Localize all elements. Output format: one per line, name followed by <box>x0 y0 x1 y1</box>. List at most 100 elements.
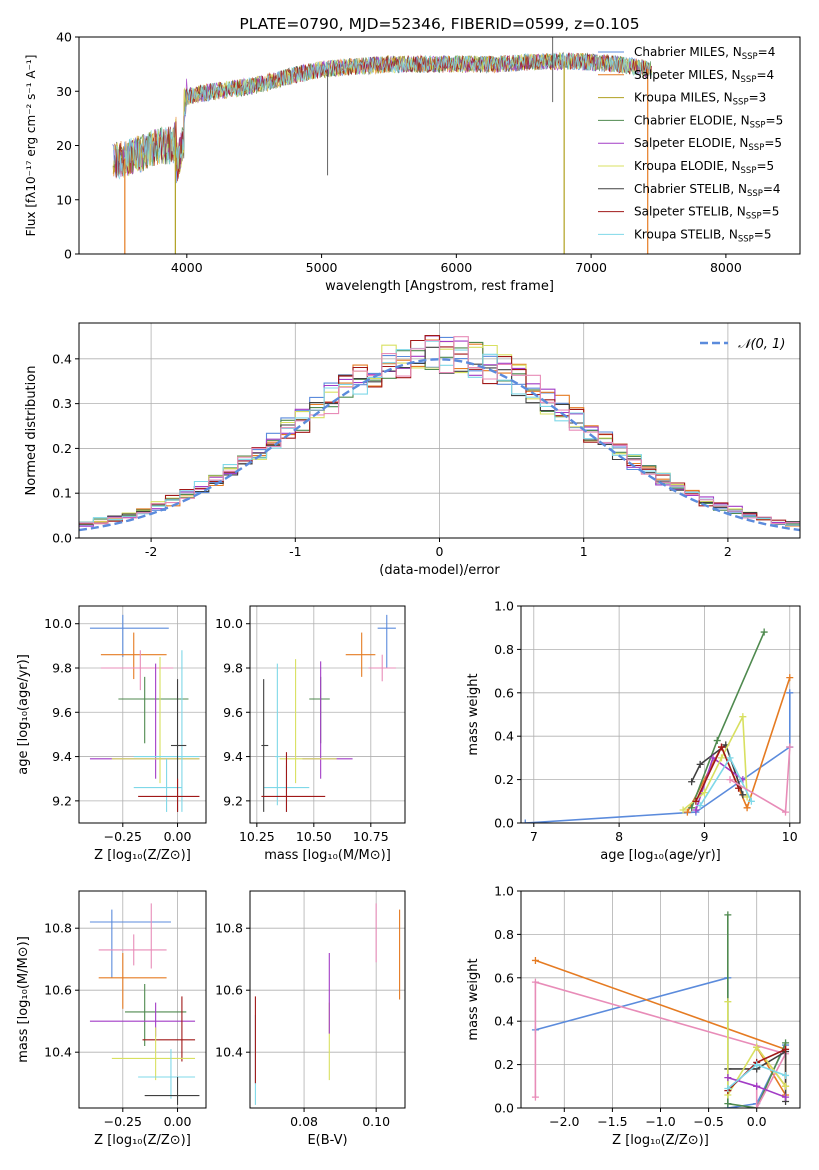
y-tick-label: 10.6 <box>44 983 72 998</box>
legend-entry: 𝒩(0, 1) <box>738 337 785 352</box>
panel-7: 0.08 0.10 10.4 10.6 10.8 E(B-V) <box>215 890 406 1148</box>
error-point <box>302 661 353 779</box>
y-tick-label: 0.1 <box>52 486 72 501</box>
panel-5: 7 8 9 10 0.0 0.2 0.4 0.6 0.8 1.0 age [log₁₀(age/yr… <box>466 599 801 863</box>
chart-title: PLATE=0790, MJD=52346, FIBERID=0599, z=0… <box>239 15 639 33</box>
y-tick-label: 0.0 <box>52 531 72 546</box>
weight-line <box>686 677 791 813</box>
plot-area <box>112 37 653 254</box>
weight-marker <box>724 998 732 1006</box>
error-point <box>138 778 200 812</box>
error-point <box>138 1049 196 1099</box>
y-axis-label: mass weight <box>466 958 481 1040</box>
panel-8: −2.0 −1.5 −1.0 −0.5 0.0 0.0 0.2 0.4 0.6 0.8 1.0 Z [… <box>466 884 801 1148</box>
x-axis-label: E(B-V) <box>307 1133 347 1148</box>
error-point <box>133 650 200 812</box>
x-tick-label: 7 <box>530 829 538 844</box>
weight-marker <box>718 743 726 751</box>
y-tick-label: 0.2 <box>52 441 72 456</box>
error-point <box>111 656 200 784</box>
x-axis-label: Z [log₁₀(Z/Z⊙)] <box>94 1133 191 1148</box>
weight-marker <box>696 760 704 768</box>
weight-marker <box>781 808 789 816</box>
y-tick-label: 10.6 <box>215 983 243 998</box>
weight-marker <box>688 804 696 812</box>
weight-marker <box>786 743 794 751</box>
x-tick-label: 0.00 <box>164 1114 192 1129</box>
y-tick-label: 0.4 <box>494 1014 514 1029</box>
axes-frame <box>78 605 207 824</box>
weight-line <box>535 976 787 1108</box>
weight-marker <box>718 754 726 762</box>
x-axis-label: Z [log₁₀(Z/Z⊙)] <box>94 848 191 863</box>
plot-area <box>89 614 200 812</box>
weight-marker <box>679 806 687 814</box>
y-axis-label: mass [log₁₀(M/M⊙)] <box>16 936 31 1063</box>
spectrum-line <box>112 53 652 184</box>
plot-area <box>531 911 790 1108</box>
x-tick-label: 6000 <box>440 260 472 275</box>
weight-marker <box>753 1061 761 1069</box>
weight-marker <box>713 737 721 745</box>
x-axis-label: (data-model)/error <box>379 563 500 578</box>
x-tick-label: -2 <box>145 544 157 559</box>
y-tick-label: 0.6 <box>494 685 514 700</box>
error-point <box>89 1002 196 1037</box>
legend-entry: Chabrier STELIB, NSSP=4 <box>634 182 781 199</box>
x-tick-label: −2.0 <box>549 1114 579 1129</box>
plot-area <box>79 335 800 532</box>
error-point <box>100 632 167 680</box>
error-point <box>279 659 337 784</box>
x-tick-label: −0.25 <box>104 1114 142 1129</box>
legend-entry: Kroupa MILES, NSSP=3 <box>634 91 766 108</box>
error-point <box>89 614 169 657</box>
weight-marker <box>753 1043 761 1051</box>
weight-line <box>525 692 791 823</box>
y-tick-label: 0.4 <box>494 729 514 744</box>
panel-2: -2 -1 0 1 2 0.0 0.1 0.2 0.3 0.4 (data-model)/error… <box>24 322 801 578</box>
y-tick-label: 9.4 <box>52 749 72 764</box>
weight-line <box>726 1001 787 1098</box>
legend-entry: Kroupa ELODIE, NSSP=5 <box>634 159 774 176</box>
y-axis-label: age [log₁₀(age/yr)] <box>16 654 31 775</box>
weight-marker <box>786 689 794 697</box>
plot-area <box>261 614 396 812</box>
x-tick-label: 10.25 <box>239 829 275 844</box>
weight-marker <box>688 778 696 786</box>
y-axis-label: mass weight <box>466 673 481 755</box>
weight-marker <box>782 1071 790 1079</box>
y-tick-label: 10.8 <box>215 921 243 936</box>
y-tick-label: 9.6 <box>52 705 72 720</box>
error-point <box>111 1027 196 1081</box>
y-tick-label: 9.4 <box>223 749 243 764</box>
error-point <box>309 676 330 744</box>
x-tick-label: 2 <box>724 544 732 559</box>
weight-line <box>682 713 748 811</box>
y-tick-label: 0.2 <box>494 772 514 787</box>
weight-marker <box>724 1074 732 1082</box>
y-tick-label: 10.4 <box>215 1045 243 1060</box>
x-tick-label: 7000 <box>575 260 607 275</box>
axes-frame <box>78 890 207 1109</box>
y-tick-label: 10.0 <box>44 616 72 631</box>
y-tick-label: 0.6 <box>494 970 514 985</box>
y-tick-label: 9.6 <box>223 705 243 720</box>
x-tick-label: 10.50 <box>296 829 332 844</box>
plot-area <box>521 628 794 823</box>
error-point <box>275 663 280 806</box>
x-tick-label: 1 <box>580 544 588 559</box>
spectrum-line <box>114 52 653 180</box>
y-tick-label: 9.8 <box>223 661 243 676</box>
x-tick-label: 0 <box>436 544 444 559</box>
x-axis-label: mass [log₁₀(M/M⊙)] <box>264 848 391 863</box>
x-tick-label: 8000 <box>710 260 742 275</box>
y-tick-label: 10.4 <box>44 1045 72 1060</box>
weight-marker <box>735 784 743 792</box>
weight-marker <box>760 628 768 636</box>
axes-frame <box>520 605 801 824</box>
legend: 𝒩(0, 1) <box>700 337 785 352</box>
y-tick-label: 10 <box>56 192 72 207</box>
weight-marker <box>696 802 704 810</box>
weight-marker <box>739 713 747 721</box>
